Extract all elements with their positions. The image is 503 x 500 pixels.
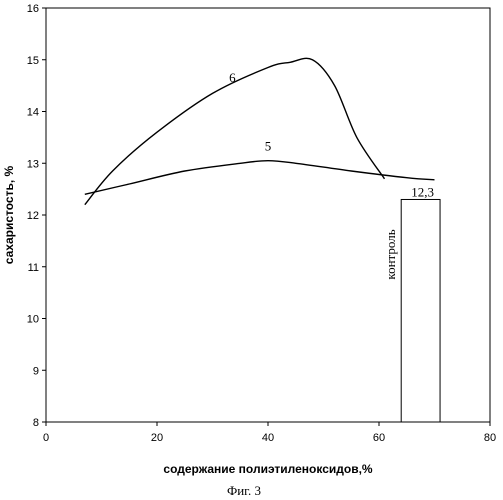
y-tick-label: 12	[27, 210, 39, 222]
y-tick-label: 10	[27, 314, 39, 326]
y-tick-label: 13	[27, 158, 39, 170]
series-label-5: 5	[265, 139, 272, 154]
series-group: 56	[85, 58, 435, 204]
plot-frame	[46, 8, 490, 422]
control-bar	[401, 199, 440, 422]
y-axis-title: сахаристость, %	[2, 165, 16, 264]
x-tick-label: 40	[262, 432, 274, 444]
y-tick-label: 15	[27, 55, 39, 67]
series-label-6: 6	[229, 70, 236, 85]
x-axis-title: содержание полиэтиленоксидов,%	[163, 462, 373, 476]
x-tick-label: 0	[43, 432, 49, 444]
control-bar-group: 12,3 контроль	[383, 184, 440, 422]
y-tick-label: 16	[27, 3, 39, 15]
y-tick-label: 11	[28, 262, 39, 274]
y-tick-label: 14	[27, 107, 39, 119]
figure-caption: Фиг. 3	[227, 483, 261, 498]
control-label: контроль	[383, 229, 398, 279]
x-tick-label: 80	[484, 432, 496, 444]
x-tick-label: 60	[373, 432, 385, 444]
x-axis-ticks: 0 20 40 60 80	[43, 422, 496, 444]
y-axis-ticks: 8 9 10 11 12 13 14 15 16	[27, 3, 46, 429]
series-line-5	[85, 161, 435, 195]
control-value-label: 12,3	[411, 184, 434, 199]
x-tick-label: 20	[151, 432, 163, 444]
y-tick-label: 9	[33, 365, 39, 377]
y-tick-label: 8	[33, 417, 39, 429]
